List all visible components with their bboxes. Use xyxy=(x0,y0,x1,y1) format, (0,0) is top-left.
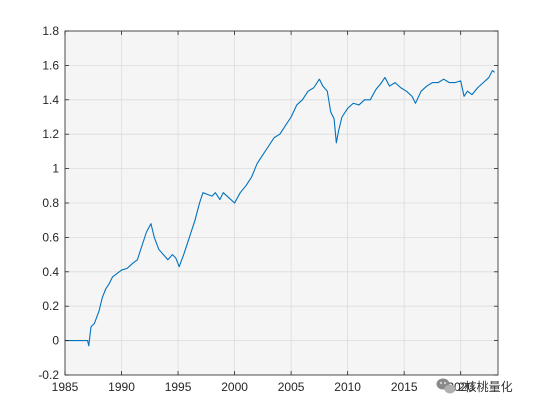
x-tick-label: 1990 xyxy=(108,380,135,394)
y-tick-label: 0.6 xyxy=(42,230,59,244)
y-tick-label: 1 xyxy=(52,162,59,176)
x-tick-label: 2000 xyxy=(221,380,248,394)
watermark: 2核桃量化 xyxy=(436,378,513,394)
axis-ticks xyxy=(64,30,498,376)
data-series xyxy=(65,70,495,347)
y-tick-label: 1.6 xyxy=(42,58,59,72)
y-tick-label: 1.2 xyxy=(42,127,59,141)
wechat-logo-icon xyxy=(436,378,456,394)
x-tick-label: 2005 xyxy=(278,380,305,394)
y-tick-label: -0.2 xyxy=(38,368,59,382)
watermark-text: 2核桃量化 xyxy=(458,379,513,394)
x-tick-label: 1985 xyxy=(52,380,79,394)
series-line xyxy=(65,70,495,347)
x-tick-label: 1995 xyxy=(165,380,192,394)
axis-tick-labels: 1985 1990 1995 2000 2005 2010 2015 2020-0.200.2… xyxy=(38,24,474,394)
y-tick-label: 1.8 xyxy=(42,24,59,38)
x-tick-label: 2010 xyxy=(334,380,361,394)
x-tick-label: 2015 xyxy=(391,380,418,394)
y-tick-label: 0.8 xyxy=(42,196,59,210)
y-tick-label: 0.2 xyxy=(42,299,59,313)
y-tick-label: 0.4 xyxy=(42,265,59,279)
y-tick-label: 0 xyxy=(52,334,59,348)
y-tick-label: 1.4 xyxy=(42,93,59,107)
